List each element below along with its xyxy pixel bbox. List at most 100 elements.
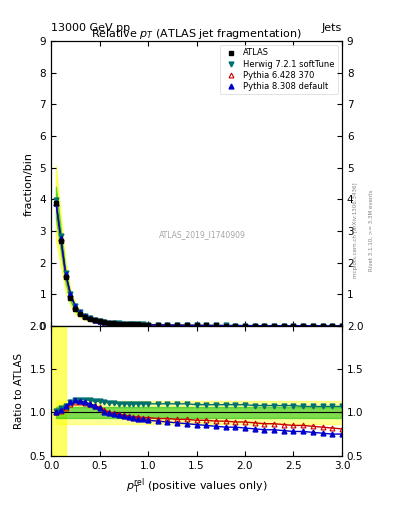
Herwig 7.2.1 softTune xyxy=(291,323,296,329)
ATLAS xyxy=(165,322,170,328)
Pythia 6.428 370 xyxy=(233,323,238,329)
ATLAS xyxy=(68,294,73,301)
Line: Pythia 8.308 default: Pythia 8.308 default xyxy=(53,200,344,328)
Pythia 8.308 default xyxy=(53,200,58,206)
Pythia 8.308 default xyxy=(131,322,136,328)
Pythia 6.428 370 xyxy=(155,322,160,328)
Pythia 8.308 default xyxy=(107,320,112,326)
X-axis label: $p_\mathrm{T}^\mathrm{rel}$ (positive values only): $p_\mathrm{T}^\mathrm{rel}$ (positive va… xyxy=(126,476,267,496)
Pythia 8.308 default xyxy=(117,321,121,327)
ATLAS xyxy=(320,323,325,329)
ATLAS xyxy=(340,323,344,329)
Pythia 6.428 370 xyxy=(59,236,63,242)
ATLAS xyxy=(78,311,83,317)
Pythia 6.428 370 xyxy=(204,323,209,329)
ATLAS xyxy=(242,323,247,329)
Herwig 7.2.1 softTune xyxy=(68,291,73,297)
Pythia 6.428 370 xyxy=(272,323,276,329)
Herwig 7.2.1 softTune xyxy=(73,303,78,309)
Pythia 6.428 370 xyxy=(194,323,199,329)
Pythia 6.428 370 xyxy=(141,322,145,328)
Pythia 8.308 default xyxy=(281,323,286,329)
Herwig 7.2.1 softTune xyxy=(92,316,97,323)
ATLAS xyxy=(213,323,218,329)
Herwig 7.2.1 softTune xyxy=(141,322,145,328)
Pythia 6.428 370 xyxy=(126,321,131,327)
Text: Jets: Jets xyxy=(321,23,342,33)
Y-axis label: Ratio to ATLAS: Ratio to ATLAS xyxy=(14,353,24,429)
Legend: ATLAS, Herwig 7.2.1 softTune, Pythia 6.428 370, Pythia 8.308 default: ATLAS, Herwig 7.2.1 softTune, Pythia 6.4… xyxy=(220,45,338,94)
Pythia 8.308 default xyxy=(136,322,141,328)
Pythia 8.308 default xyxy=(155,322,160,328)
Herwig 7.2.1 softTune xyxy=(233,323,238,329)
Herwig 7.2.1 softTune xyxy=(330,323,334,329)
Herwig 7.2.1 softTune xyxy=(121,321,126,327)
Herwig 7.2.1 softTune xyxy=(131,321,136,327)
Pythia 6.428 370 xyxy=(88,315,92,322)
ATLAS xyxy=(131,321,136,327)
Herwig 7.2.1 softTune xyxy=(223,323,228,329)
Pythia 8.308 default xyxy=(78,309,83,315)
Herwig 7.2.1 softTune xyxy=(272,323,276,329)
ATLAS xyxy=(136,322,141,328)
Herwig 7.2.1 softTune xyxy=(310,323,315,329)
Pythia 8.308 default xyxy=(291,323,296,329)
Herwig 7.2.1 softTune xyxy=(281,323,286,329)
Pythia 6.428 370 xyxy=(184,322,189,328)
Pythia 6.428 370 xyxy=(53,200,58,206)
ATLAS xyxy=(73,306,78,312)
Pythia 6.428 370 xyxy=(242,323,247,329)
Pythia 8.308 default xyxy=(112,321,116,327)
ATLAS xyxy=(88,316,92,322)
ATLAS xyxy=(233,323,238,329)
Pythia 8.308 default xyxy=(204,323,209,329)
ATLAS xyxy=(92,317,97,324)
Text: mcplots.cern.ch [arXiv:1306.3436]: mcplots.cern.ch [arXiv:1306.3436] xyxy=(353,183,358,278)
Pythia 6.428 370 xyxy=(83,313,87,319)
Herwig 7.2.1 softTune xyxy=(194,322,199,328)
Pythia 8.308 default xyxy=(252,323,257,329)
Pythia 6.428 370 xyxy=(146,322,151,328)
Herwig 7.2.1 softTune xyxy=(146,322,151,328)
ATLAS xyxy=(112,320,116,326)
Pythia 6.428 370 xyxy=(262,323,267,329)
Pythia 6.428 370 xyxy=(340,323,344,329)
Pythia 8.308 default xyxy=(330,323,334,329)
Pythia 6.428 370 xyxy=(175,322,180,328)
Pythia 8.308 default xyxy=(83,313,87,319)
Pythia 6.428 370 xyxy=(320,323,325,329)
Y-axis label: fraction/bin: fraction/bin xyxy=(24,152,34,216)
Pythia 8.308 default xyxy=(175,322,180,328)
Pythia 8.308 default xyxy=(63,270,68,276)
ATLAS xyxy=(107,320,112,326)
Text: 13000 GeV pp: 13000 GeV pp xyxy=(51,23,130,33)
Line: Herwig 7.2.1 softTune: Herwig 7.2.1 softTune xyxy=(53,198,344,328)
Herwig 7.2.1 softTune xyxy=(262,323,267,329)
ATLAS xyxy=(252,323,257,329)
Herwig 7.2.1 softTune xyxy=(102,319,107,325)
Herwig 7.2.1 softTune xyxy=(107,319,112,326)
ATLAS xyxy=(121,321,126,327)
Herwig 7.2.1 softTune xyxy=(165,322,170,328)
ATLAS xyxy=(175,322,180,328)
Pythia 8.308 default xyxy=(68,291,73,297)
Pythia 8.308 default xyxy=(165,322,170,328)
Pythia 6.428 370 xyxy=(121,321,126,327)
Pythia 6.428 370 xyxy=(112,320,116,326)
Pythia 8.308 default xyxy=(97,318,102,324)
Pythia 8.308 default xyxy=(59,235,63,241)
Pythia 8.308 default xyxy=(262,323,267,329)
Herwig 7.2.1 softTune xyxy=(242,323,247,329)
Pythia 6.428 370 xyxy=(301,323,305,329)
Herwig 7.2.1 softTune xyxy=(126,321,131,327)
Pythia 8.308 default xyxy=(223,323,228,329)
Pythia 6.428 370 xyxy=(97,318,102,324)
Pythia 8.308 default xyxy=(301,323,305,329)
ATLAS xyxy=(262,323,267,329)
Line: Pythia 6.428 370: Pythia 6.428 370 xyxy=(53,200,344,328)
Pythia 8.308 default xyxy=(141,322,145,328)
Pythia 8.308 default xyxy=(73,303,78,309)
Herwig 7.2.1 softTune xyxy=(97,317,102,324)
Herwig 7.2.1 softTune xyxy=(83,313,87,319)
ATLAS xyxy=(155,322,160,328)
